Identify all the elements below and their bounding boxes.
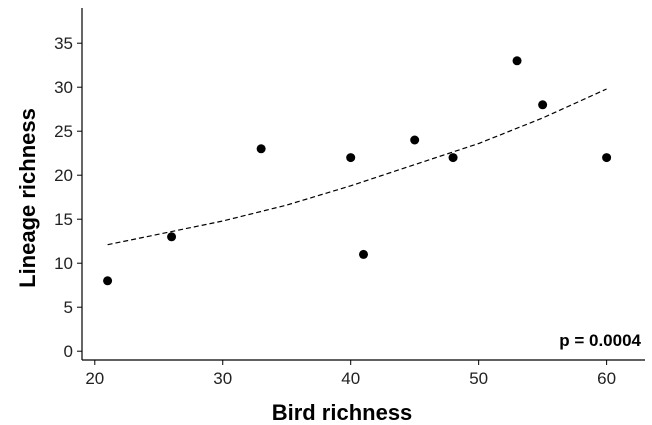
data-point: [346, 153, 356, 163]
data-point: [602, 153, 612, 163]
data-point: [167, 232, 177, 242]
data-point: [256, 144, 266, 154]
data-point: [538, 100, 548, 110]
y-tick-label: 30: [54, 78, 73, 97]
x-tick-label: 30: [213, 369, 232, 388]
data-point: [410, 135, 420, 145]
data-point: [103, 276, 113, 286]
x-tick-label: 60: [597, 369, 616, 388]
data-point: [512, 56, 522, 66]
trend-line: [107, 88, 607, 246]
x-tick-label: 50: [469, 369, 488, 388]
y-tick-label: 35: [54, 34, 73, 53]
x-axis-ticks: 20 30 40 50 60: [85, 360, 616, 388]
x-axis-title: Bird richness: [272, 400, 413, 425]
y-axis-ticks: 0 5 10 15 20 25 30 35: [54, 34, 82, 361]
data-point: [359, 249, 368, 259]
y-tick-label: 10: [54, 254, 73, 273]
data-points: [103, 56, 612, 286]
y-tick-label: 20: [54, 166, 73, 185]
x-tick-label: 20: [85, 369, 104, 388]
p-value-annotation: p = 0.0004: [559, 331, 641, 350]
y-tick-label: 0: [64, 342, 73, 361]
y-tick-label: 15: [54, 210, 73, 229]
axes: [81, 8, 645, 361]
y-axis-title: Lineage richness: [15, 108, 40, 288]
y-tick-label: 25: [54, 122, 73, 141]
y-tick-label: 5: [64, 298, 73, 317]
data-point: [448, 153, 458, 163]
x-tick-label: 40: [341, 369, 360, 388]
